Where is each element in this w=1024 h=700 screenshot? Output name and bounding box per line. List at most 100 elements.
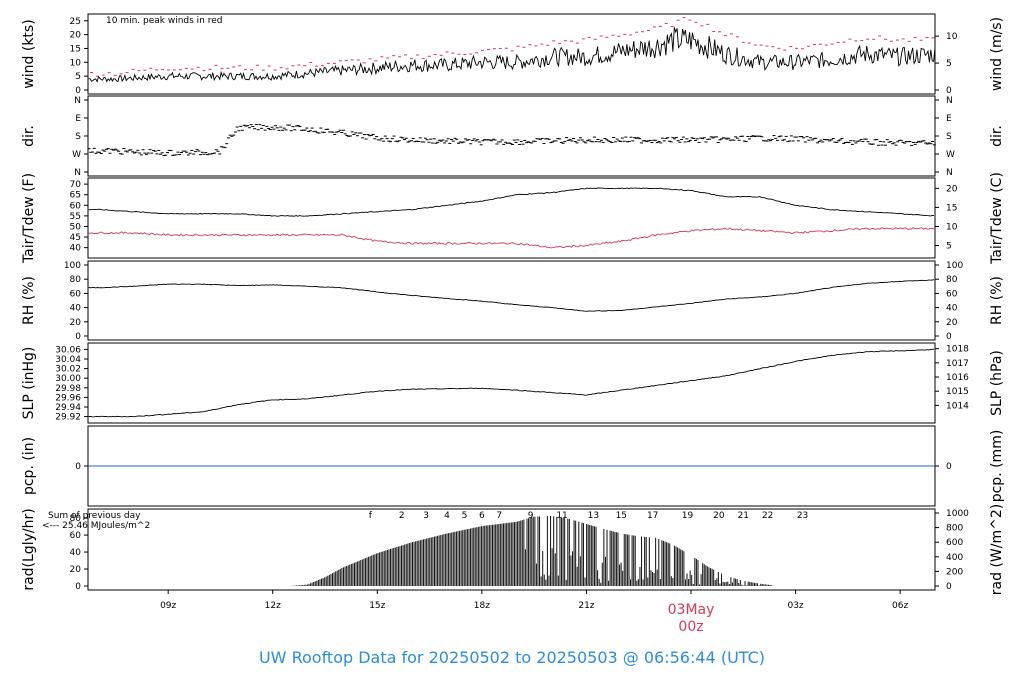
precipitation-mm-axis-title: pcp. (mm) — [989, 430, 1005, 503]
radiation-wm2-tick: 200 — [946, 567, 963, 577]
temperature-c-tick: 10 — [946, 222, 958, 232]
rh-left-tick: 40 — [70, 304, 82, 314]
wind-ms-tick: 0 — [946, 86, 952, 96]
radiation-hour-label: 21 — [738, 511, 749, 521]
precipitation-mm-tick: 0 — [946, 462, 952, 472]
x-tick-label: 03z — [787, 601, 803, 611]
radiation-hour-label: 19 — [682, 511, 694, 521]
slp-inhg-tick: 29.98 — [55, 384, 81, 394]
x-tick-label: 21z — [578, 601, 594, 611]
direction-left-tick: W — [72, 150, 81, 160]
direction-left-tick: N — [74, 96, 81, 106]
radiation-wm2-axis-title: rad (W/m^2) — [989, 504, 1005, 595]
wind-kts-tick: 15 — [70, 44, 81, 54]
temperature-f-axis-title: Tair/Tdew (F) — [21, 173, 37, 264]
wind-panel-frame — [87, 13, 936, 95]
direction-left-tick: N — [74, 168, 81, 178]
temperature-panel-frame — [87, 177, 936, 259]
rh-left-tick: 80 — [70, 275, 82, 285]
radiation-hour-label: 9 — [528, 511, 534, 521]
rh-right-tick: 20 — [946, 318, 958, 328]
rh-line — [88, 279, 935, 312]
radiation-hour-label: 23 — [797, 511, 808, 521]
slp-inhg-tick: 29.96 — [55, 393, 81, 403]
wind-kts-axis-title: wind (kts) — [21, 19, 37, 88]
slp-hpa-tick: 1017 — [946, 359, 969, 369]
radiation-hour-label: 17 — [647, 511, 658, 521]
wind-kts-tick: 20 — [70, 31, 82, 41]
direction-left-tick: E — [75, 114, 81, 124]
direction-left-axis-title: dir. — [21, 125, 37, 147]
radiation-lgly-tick: 60 — [70, 531, 82, 541]
radiation-hour-label: f — [369, 511, 373, 521]
rh-right-tick: 80 — [946, 275, 958, 285]
wind-kts-tick: 10 — [70, 58, 82, 68]
dewpoint-line — [88, 227, 935, 249]
radiation-panel-frame — [87, 508, 936, 591]
chart-caption: UW Rooftop Data for 20250502 to 20250503… — [258, 648, 766, 667]
radiation-sum-value: <--- 25.46 MJoules/m^2 — [42, 521, 150, 531]
radiation-lgly-tick: 0 — [75, 582, 81, 592]
direction-left-tick: S — [75, 132, 81, 142]
wind-ms-tick: 10 — [946, 32, 958, 42]
x-tick-label: 06z — [892, 601, 908, 611]
radiation-wm2-tick: 0 — [946, 582, 952, 592]
air-temperature-line — [88, 187, 935, 217]
x-tick-label: 15z — [369, 601, 385, 611]
slp-hpa-tick: 1018 — [946, 345, 969, 355]
rh-right-tick: 40 — [946, 304, 958, 314]
radiation-hour-label: 11 — [556, 511, 567, 521]
slp-panel-frame — [87, 342, 936, 424]
slp-inhg-tick: 30.00 — [55, 374, 81, 384]
radiation-lgly-tick: 40 — [70, 548, 82, 558]
radiation-hour-label: 2 — [399, 511, 405, 521]
radiation-lgly-tick: 20 — [70, 565, 82, 575]
rh-panel-frame — [87, 260, 936, 341]
temperature-c-tick: 20 — [946, 184, 958, 194]
slp-inhg-axis-title: SLP (inHg) — [21, 347, 37, 420]
radiation-sum-annotation: Sum of previous day — [48, 511, 141, 521]
temperature-c-tick: 5 — [946, 242, 952, 252]
temperature-f-tick: 45 — [70, 233, 81, 243]
direction-right-tick: N — [946, 96, 953, 106]
radiation-wm2-tick: 1000 — [946, 509, 969, 519]
direction-right-tick: E — [946, 114, 952, 124]
wind-ms-axis-title: wind (m/s) — [989, 17, 1005, 91]
radiation-hour-label: 13 — [588, 511, 599, 521]
radiation-hour-label: 7 — [496, 511, 502, 521]
rh-left-tick: 60 — [70, 289, 82, 299]
precipitation-in-tick: 0 — [75, 462, 81, 472]
wind-kts-tick: 5 — [75, 72, 81, 82]
wind-kts-tick: 25 — [70, 17, 81, 27]
slp-hpa-tick: 1016 — [946, 373, 969, 383]
slp-hpa-tick: 1014 — [946, 401, 969, 411]
temperature-c-axis-title: Tair/Tdew (C) — [989, 172, 1005, 265]
rh-left-tick: 100 — [64, 261, 81, 271]
x-tick-label: 09z — [160, 601, 176, 611]
temperature-f-tick: 60 — [70, 201, 82, 211]
x-date-sublabel: 00z — [678, 619, 703, 635]
radiation-wm2-tick: 400 — [946, 553, 963, 563]
slp-inhg-tick: 29.94 — [55, 403, 81, 413]
slp-line — [88, 348, 935, 418]
radiation-hour-label: 3 — [423, 511, 429, 521]
direction-right-tick: W — [946, 150, 955, 160]
slp-inhg-tick: 30.02 — [55, 365, 81, 375]
precipitation-in-axis-title: pcp. (in) — [21, 437, 37, 495]
rh-left-tick: 20 — [70, 318, 82, 328]
rh-left-tick: 0 — [75, 332, 81, 342]
temperature-c-tick: 15 — [946, 203, 957, 213]
peak-winds-annotation: 10 min. peak winds in red — [106, 16, 223, 26]
radiation-lgly-tick: 80 — [70, 514, 82, 524]
slp-inhg-tick: 30.06 — [55, 345, 81, 355]
wind-speed-line — [88, 27, 936, 83]
temperature-f-tick: 40 — [70, 244, 82, 254]
radiation-wm2-tick: 600 — [946, 538, 963, 548]
radiation-hour-label: 20 — [713, 511, 725, 521]
temperature-f-tick: 55 — [70, 212, 81, 222]
x-tick-label: 12z — [265, 601, 281, 611]
slp-hpa-axis-title: SLP (hPa) — [989, 350, 1005, 416]
direction-right-tick: N — [946, 168, 953, 178]
x-date-label: 03May — [668, 602, 715, 618]
